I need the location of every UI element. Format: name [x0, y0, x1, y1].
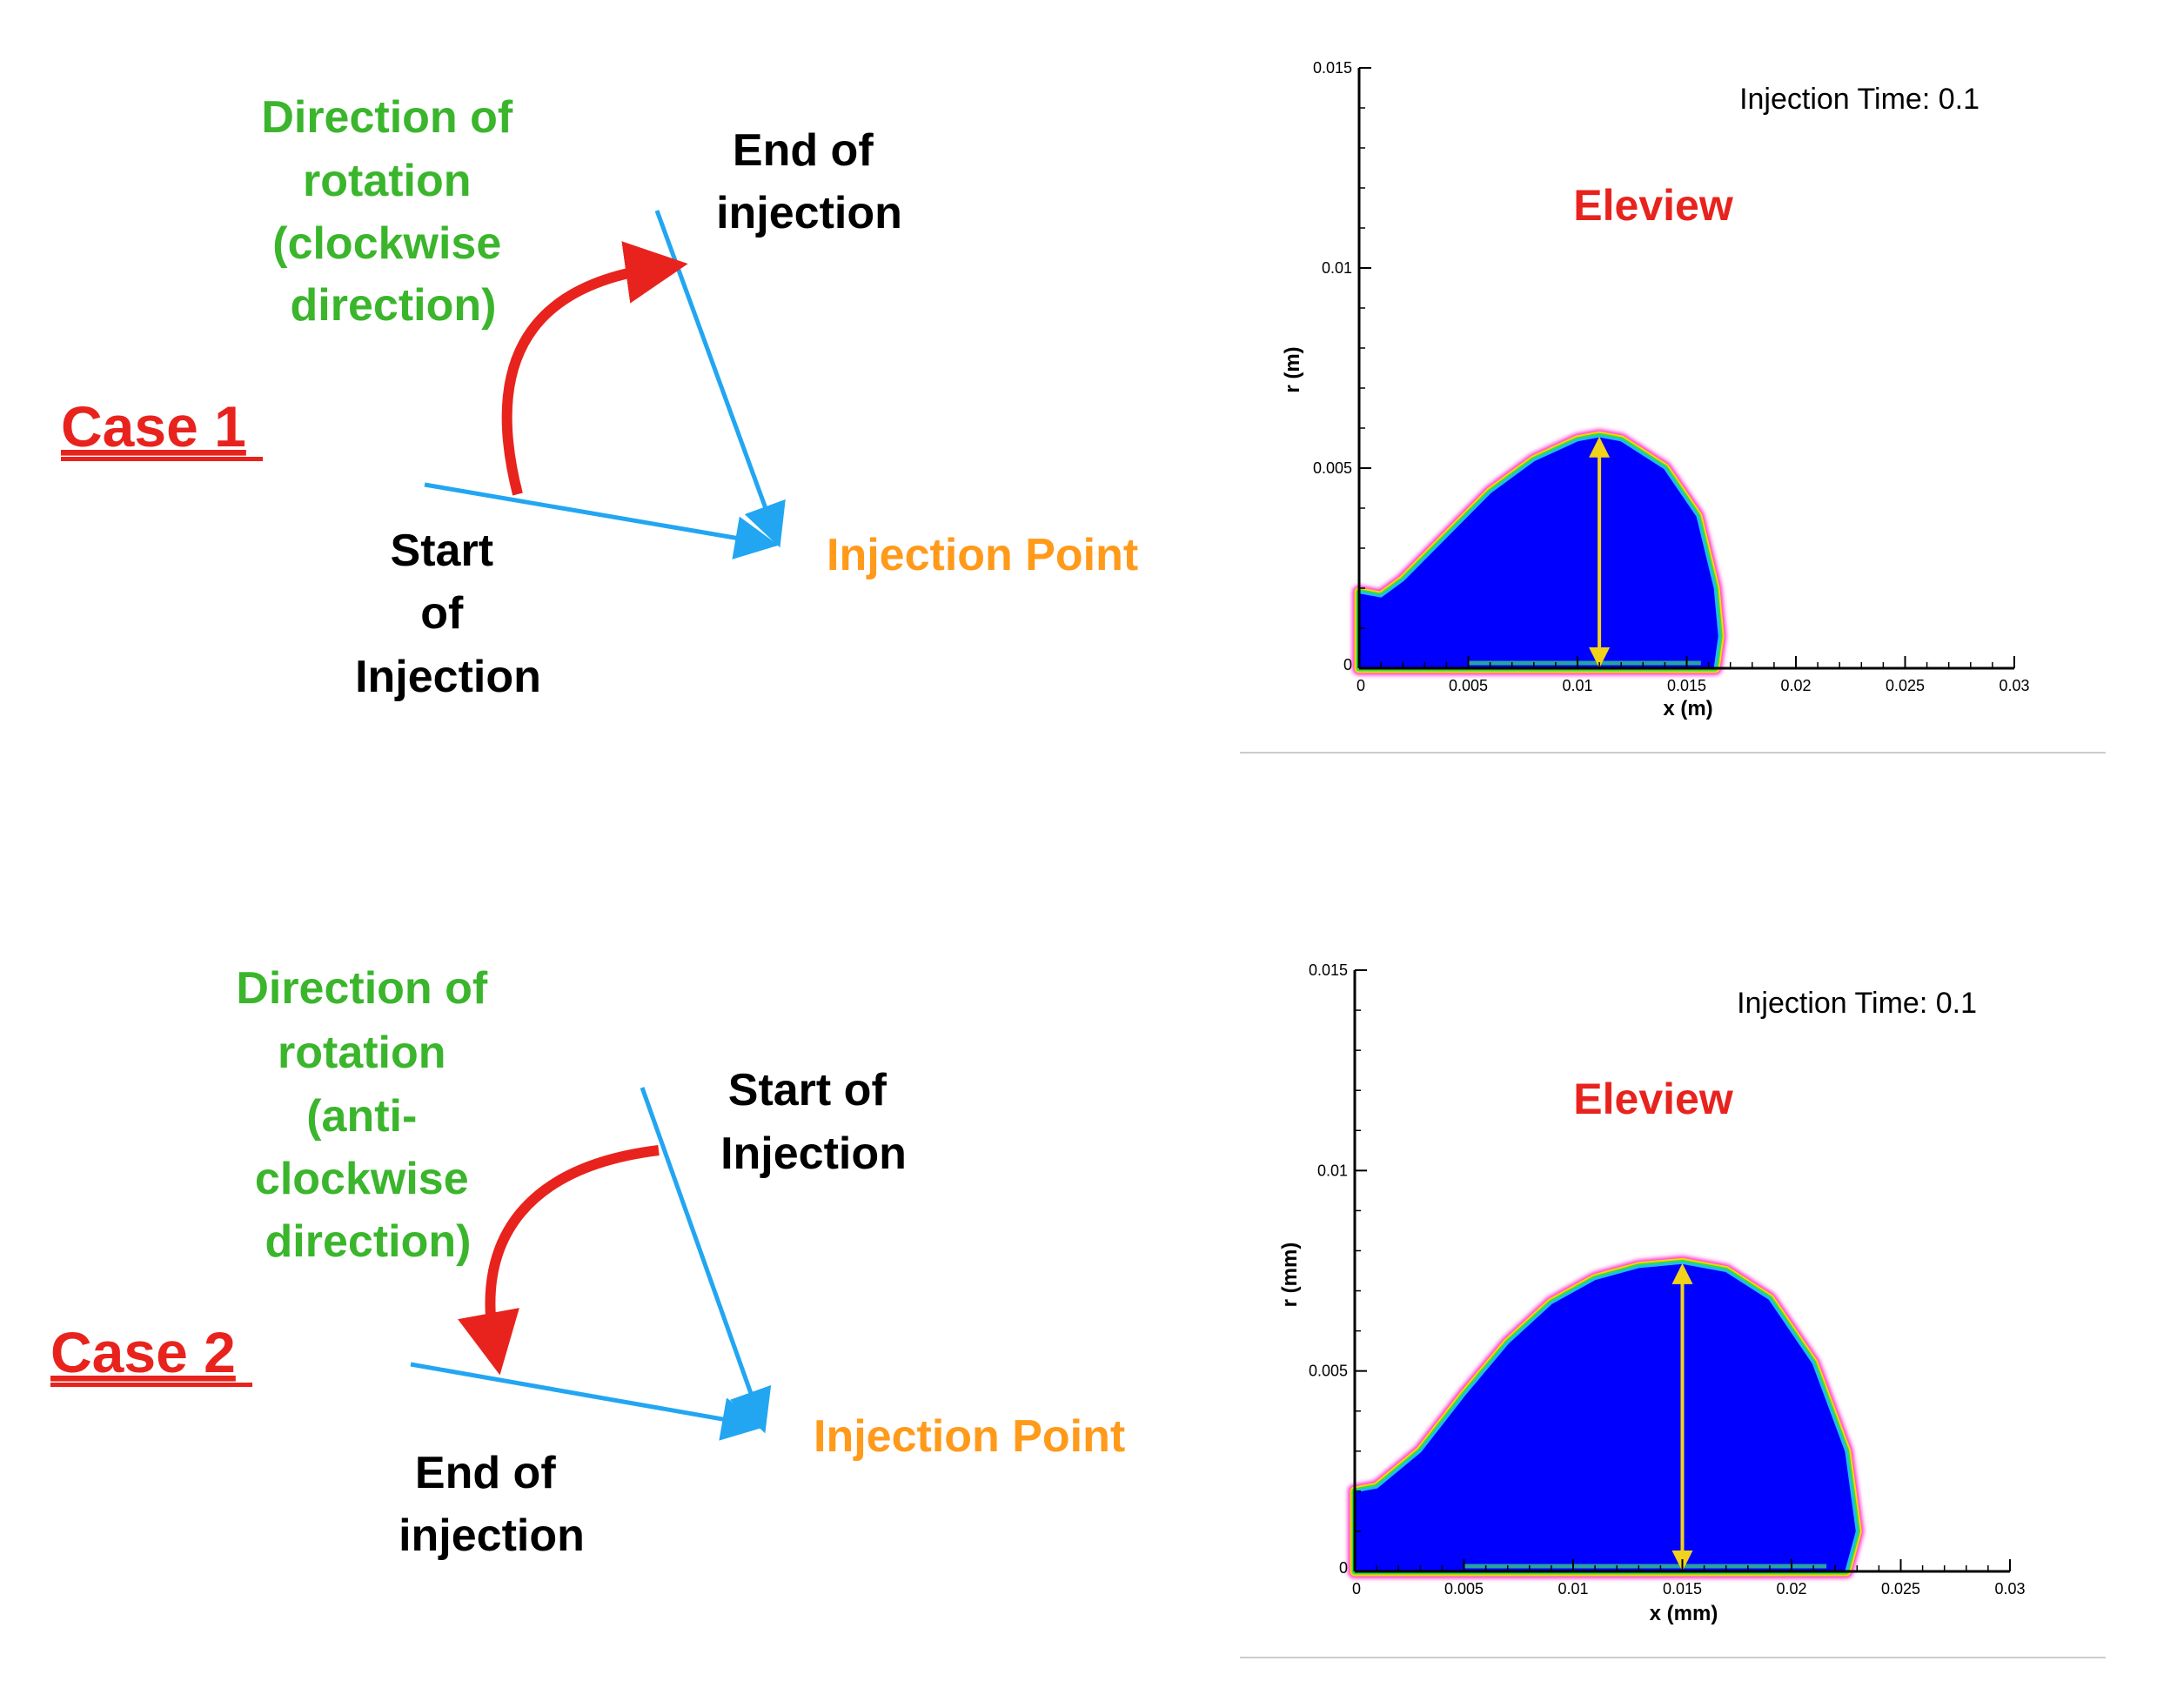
plot1-ytick-label: 0.01: [1322, 259, 1352, 277]
case1-rotation-arrow: [501, 241, 688, 496]
plot1: Injection Time: 0.1 Eleview x (m) r (m) …: [1240, 59, 2106, 754]
plot1-ytick-label: 0.005: [1313, 459, 1352, 477]
case1-end-line: [654, 210, 786, 548]
case2-start-line: [640, 1087, 772, 1434]
plot2-ytick-label: 0.015: [1309, 961, 1348, 979]
plot1-ytick-label: 0: [1343, 656, 1352, 673]
plot2-xlabel: x (mm): [1650, 1602, 1718, 1625]
plot2-eleview-label: Eleview: [1573, 1075, 1733, 1123]
plot1-xtick-label: 0.03: [1999, 677, 2029, 694]
plot1-ytick-label: 0.015: [1313, 59, 1352, 77]
plot1-xtick-label: 0.025: [1886, 677, 1925, 694]
case1-diagram: Case 1 Direction of rotation (clockwise …: [61, 92, 1138, 702]
case1-start-line: [424, 482, 779, 559]
plot2-xtick-label: 0.025: [1881, 1580, 1920, 1597]
plot2-fill: [1353, 1261, 1859, 1573]
plot2-ytick-label: 0.01: [1317, 1162, 1348, 1179]
plot2-ytick-label: 0.005: [1309, 1363, 1348, 1380]
plot2-xtick-label: 0.015: [1663, 1580, 1702, 1597]
case2-injection-point-label: Injection Point: [814, 1411, 1125, 1462]
case1-title-underline: [61, 457, 263, 461]
plot1-fill: [1357, 434, 1721, 670]
plot2-xtick-label: 0.005: [1444, 1580, 1484, 1597]
plot2-xtick-label: 0: [1352, 1580, 1361, 1597]
plot1-xlabel: x (m): [1663, 697, 1712, 720]
case1-end-label: End of injection: [716, 125, 902, 238]
plot2-xtick-label: 0.03: [1994, 1580, 2025, 1597]
plot1-xtick-label: 0.02: [1780, 677, 1811, 694]
case1-rotation-label: Direction of rotation (clockwise directi…: [261, 92, 525, 331]
case2-end-line: [410, 1362, 766, 1441]
plot1-eleview-label: Eleview: [1573, 181, 1733, 230]
plot2-xtick-label: 0.01: [1557, 1580, 1588, 1597]
case2-start-label: Start of Injection: [720, 1065, 907, 1179]
plot2-ylabel: r (mm): [1278, 1242, 1302, 1308]
plot1-droplet: [1352, 429, 1727, 675]
plot1-xtick-label: 0.01: [1562, 677, 1592, 694]
plot1-ylabel: r (m): [1281, 346, 1304, 392]
plot1-xtick-label: 0.005: [1449, 677, 1488, 694]
plot2-xtick-label: 0.02: [1776, 1580, 1806, 1597]
case2-rotation-arrow: [458, 1145, 660, 1376]
case2-end-label: End of injection: [399, 1448, 585, 1561]
plot2-droplet: [1348, 1256, 1865, 1578]
case2-title-underline: [50, 1383, 252, 1387]
case2-title: Case 2: [50, 1320, 236, 1384]
plot2-injection-time: Injection Time: 0.1: [1737, 987, 1977, 1020]
case2-diagram: Case 2 Direction of rotation (anti- cloc…: [50, 963, 1125, 1561]
plot1-xtick-label: 0.015: [1667, 677, 1706, 694]
plot2: Injection Time: 0.1 Eleview x (mm) r (mm…: [1240, 961, 2106, 1658]
plot2-ytick-label: 0: [1339, 1559, 1348, 1577]
plot1-xtick-label: 0: [1356, 677, 1365, 694]
case1-injection-point-label: Injection Point: [827, 530, 1138, 580]
plot1-injection-time: Injection Time: 0.1: [1739, 83, 1979, 116]
case1-title: Case 1: [61, 394, 246, 459]
case2-rotation-label: Direction of rotation (anti- clockwise d…: [236, 963, 499, 1267]
case1-start-label: Start of Injection: [355, 526, 541, 702]
